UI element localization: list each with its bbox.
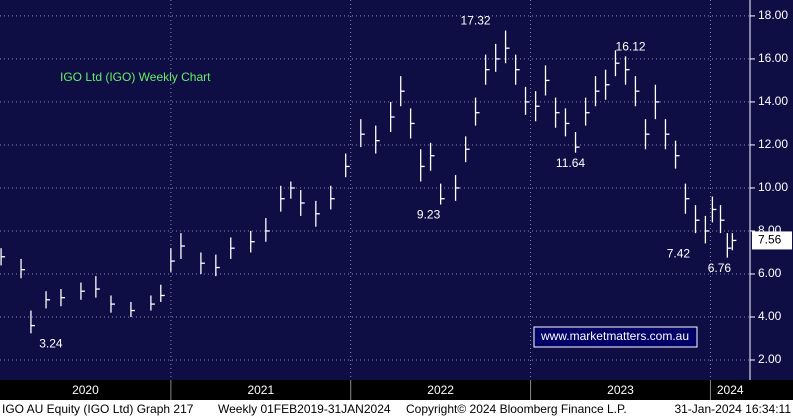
x-tick-label: 2020 — [72, 383, 99, 397]
annotation: 7.42 — [667, 247, 691, 261]
annotation: 17.32 — [461, 14, 491, 28]
y-tick-label: 2.00 — [758, 352, 782, 366]
watermark: www.marketmatters.com.au — [540, 329, 689, 343]
annotation: 6.76 — [708, 261, 732, 275]
y-tick-label: 4.00 — [758, 309, 782, 323]
y-tick-label: 16.00 — [758, 51, 788, 65]
x-tick-label: 2024 — [717, 383, 744, 397]
chart-title: IGO Ltd (IGO) Weekly Chart — [60, 70, 211, 84]
footer-text: 31-Jan-2024 16:34:11 — [674, 402, 791, 416]
annotation: 9.23 — [417, 208, 441, 222]
y-tick-label: 14.00 — [758, 94, 788, 108]
y-tick-label: 10.00 — [758, 180, 788, 194]
footer-text: Weekly 01FEB2019-31JAN2024 — [218, 402, 391, 416]
annotation: 3.24 — [39, 337, 63, 351]
watermark-box — [533, 326, 698, 348]
plot-background — [0, 0, 793, 380]
x-tick-label: 2023 — [607, 383, 634, 397]
y-tick-label: 12.00 — [758, 137, 788, 151]
y-tick-label: 6.00 — [758, 266, 782, 280]
last-value-label: 7.56 — [758, 233, 782, 247]
x-tick-label: 2022 — [427, 383, 454, 397]
annotation: 11.64 — [556, 156, 585, 170]
footer-text: IGO AU Equity (IGO Ltd) Graph 217 — [2, 402, 194, 416]
annotation: 16.12 — [616, 40, 646, 54]
x-axis-band — [0, 380, 793, 400]
x-tick-label: 2021 — [247, 383, 274, 397]
footer-text: Copyright© 2024 Bloomberg Finance L.P. — [406, 402, 627, 416]
footer-band — [0, 400, 793, 419]
y-tick-label: 18.00 — [758, 8, 788, 22]
last-value-box — [752, 231, 792, 250]
